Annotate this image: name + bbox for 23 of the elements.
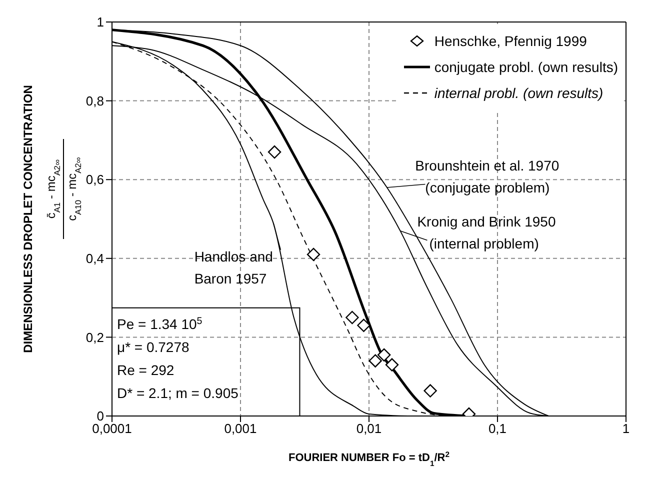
annotation: μ* = 0.7278 [117,339,190,356]
x-tick-label: 0,0001 [92,421,132,436]
y-tick-label: 0,6 [86,172,104,188]
legend-label: internal probl. (own results) [434,84,604,103]
legend-label: conjugate probl. (own results) [434,58,618,77]
y-tick-label: 0,2 [86,330,104,345]
annotation: D* = 2.1; m = 0.905 [117,385,239,402]
series-label: Kronig and Brink 1950 (internal problem) [417,214,556,252]
x-tick-label: 0,1 [488,421,507,436]
y-tick-label: 0 [96,408,104,424]
annotation: Pe = 1.34 10$^{5}$ [117,316,203,332]
y-tick-label: 1 [96,14,104,30]
annotation: Re = 292 [117,362,174,378]
series-label: Handlos and Baron 1957 [194,248,273,286]
legend-label: Henschke, Pfennig 1999 [434,32,587,51]
series-label: Brounshtein et al. 1970 (conjugate problem) [415,158,560,196]
y-tick-label: 0,8 [86,93,104,108]
y-axis-title: DIMENSIONLESS DROPLET CONCENTRATION [21,85,35,353]
y-tick-label: 0,4 [86,251,104,266]
x-tick-label: 0,001 [224,421,257,436]
x-axis-title: FOURIER NUMBER Fo = tD$_{1}$/R$^{2}$ [288,450,450,468]
x-tick-label: 0,01 [356,421,382,436]
x-tick-label: 1 [622,421,630,436]
